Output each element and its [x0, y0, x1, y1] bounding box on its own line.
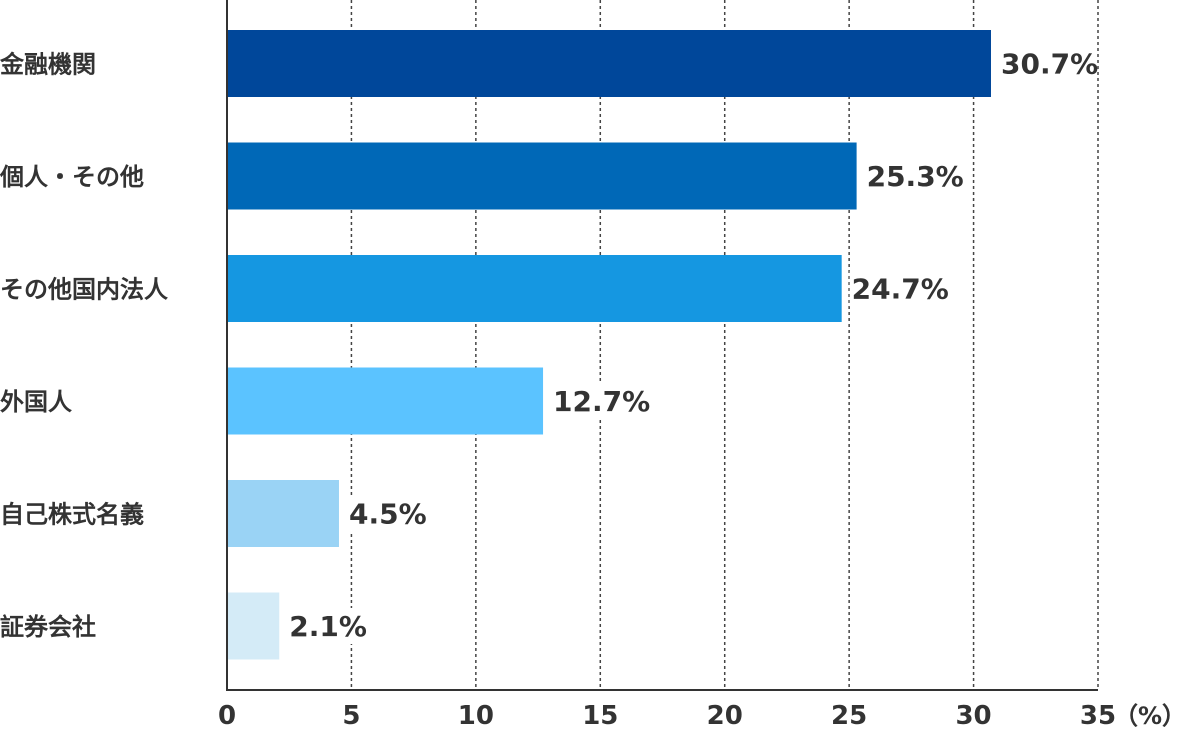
value-label: 30.7% [1001, 48, 1098, 81]
value-label-background [864, 158, 946, 194]
value-label-background [849, 270, 931, 307]
value-label: 12.7% [553, 385, 650, 418]
x-axis-unit-label: （%） [1114, 702, 1186, 729]
bar [227, 480, 339, 547]
category-label: 個人・その他 [0, 163, 144, 191]
value-label: 2.1% [289, 610, 367, 643]
value-label: 4.5% [349, 498, 427, 531]
value-label-background [998, 45, 1080, 82]
value-label-background [287, 608, 354, 644]
x-tick-label: 10 [458, 701, 494, 729]
category-label: その他国内法人 [0, 276, 168, 304]
category-label: 金融機関 [0, 51, 96, 79]
x-tick-label: 30 [955, 701, 991, 729]
category-label: 証券会社 [0, 613, 96, 641]
value-label: 24.7% [852, 273, 949, 306]
category-label: 自己株式名義 [0, 501, 144, 529]
category-label: 外国人 [0, 388, 72, 416]
bar [227, 367, 544, 435]
bar [227, 30, 991, 97]
x-tick-label: 35 [1080, 701, 1116, 729]
value-label-background [551, 383, 633, 419]
value-label-background [346, 495, 413, 532]
bar [227, 255, 842, 322]
x-tick-label: 20 [707, 701, 743, 729]
bar [227, 142, 857, 210]
bar [227, 592, 280, 660]
value-label: 25.3% [867, 160, 964, 193]
x-tick-label: 25 [831, 701, 867, 729]
x-tick-label: 5 [342, 701, 360, 729]
x-tick-label: 0 [218, 701, 236, 729]
x-tick-label: 15 [582, 701, 618, 729]
